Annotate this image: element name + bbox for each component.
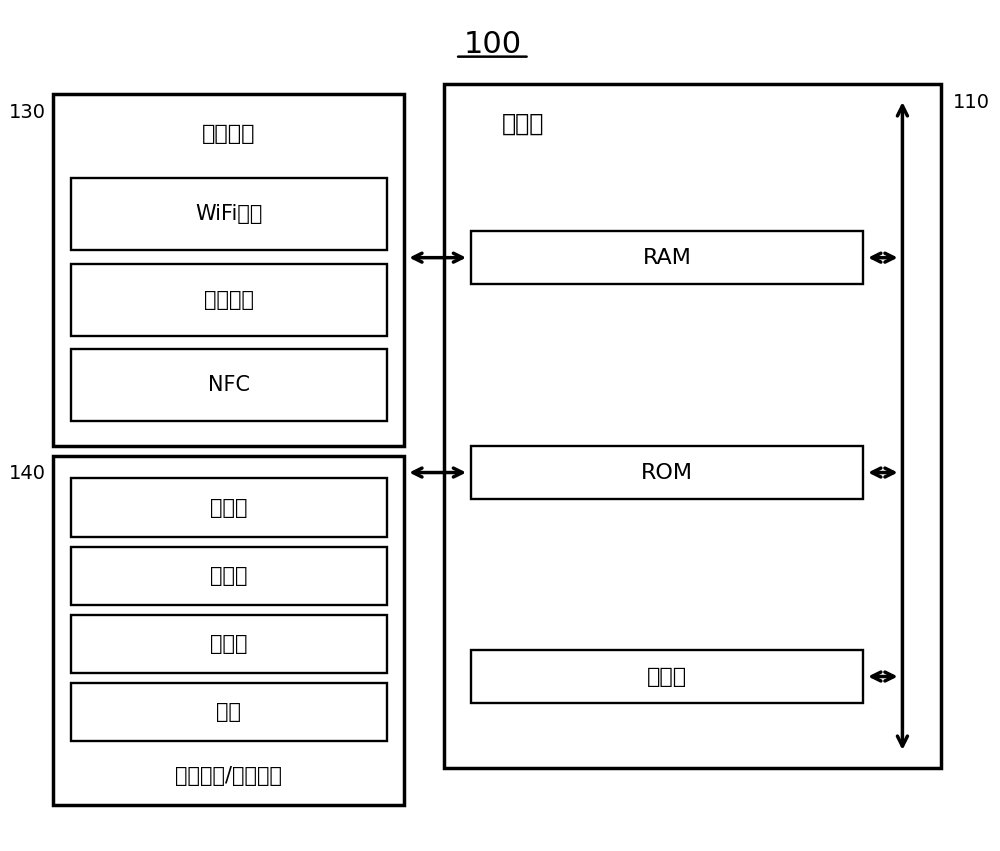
- Text: 110: 110: [953, 93, 990, 111]
- Bar: [444, 84, 941, 768]
- Bar: [71, 478, 387, 537]
- Bar: [71, 264, 387, 335]
- Bar: [71, 683, 387, 741]
- Text: 传感器: 传感器: [210, 634, 247, 654]
- Bar: [471, 446, 863, 500]
- Text: 处理器: 处理器: [647, 666, 687, 687]
- Bar: [53, 94, 404, 446]
- Text: 通信接口: 通信接口: [202, 124, 255, 144]
- Text: 100: 100: [463, 31, 521, 60]
- Bar: [71, 179, 387, 250]
- Text: 用户输入/输出接口: 用户输入/输出接口: [175, 766, 282, 785]
- Bar: [71, 614, 387, 673]
- Text: 麦克风: 麦克风: [210, 498, 247, 517]
- Text: 按键: 按键: [216, 702, 241, 722]
- Text: 控制器: 控制器: [502, 112, 544, 136]
- Bar: [71, 546, 387, 605]
- Bar: [471, 231, 863, 284]
- Bar: [471, 650, 863, 703]
- Text: NFC: NFC: [208, 375, 250, 395]
- Text: RAM: RAM: [643, 248, 692, 268]
- Text: WiFi芯片: WiFi芯片: [195, 204, 262, 225]
- Text: 140: 140: [9, 464, 46, 483]
- Text: ROM: ROM: [641, 463, 693, 483]
- Bar: [71, 350, 387, 421]
- Bar: [53, 455, 404, 805]
- Text: 触摸板: 触摸板: [210, 566, 247, 585]
- Text: 130: 130: [9, 103, 46, 122]
- Text: 蓝牙模块: 蓝牙模块: [204, 289, 254, 310]
